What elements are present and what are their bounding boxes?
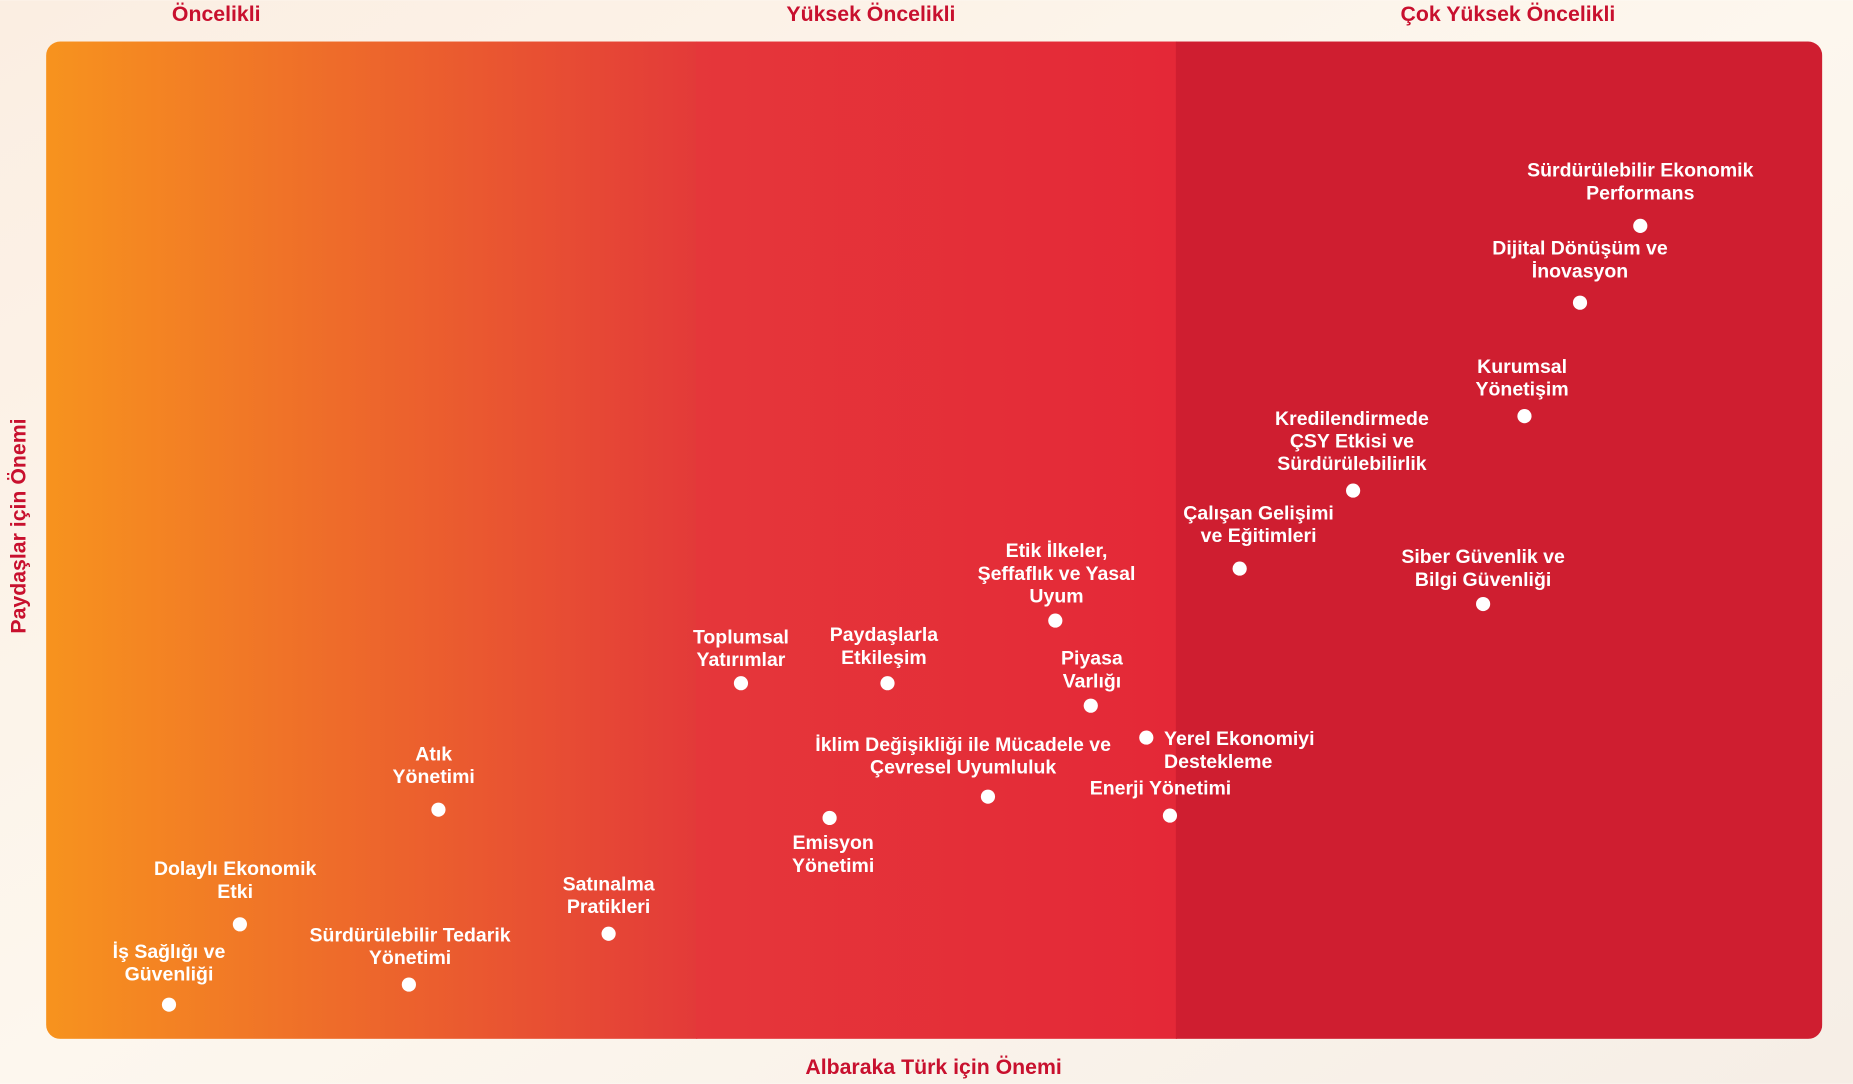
item-label: Sürdürülebilirlik: [1277, 453, 1427, 475]
item-label: Sürdürülebilir Tedarik: [310, 924, 511, 946]
item-label: Pratikleri: [567, 896, 650, 918]
item-label: İklim Değişikliği ile Mücadele ve: [815, 733, 1111, 756]
item-label: Dolaylı Ekonomik: [154, 858, 317, 880]
item-label: Güvenliği: [125, 964, 214, 986]
item-dot: [161, 997, 177, 1012]
item-label: Toplumsal: [693, 626, 789, 648]
item-dot: [1517, 409, 1532, 424]
item-label: ve Eğitimleri: [1201, 525, 1317, 547]
item-dot: [601, 926, 616, 941]
item-label: İnovasyon: [1532, 259, 1628, 282]
zone-low: [46, 41, 698, 1039]
item-label: Etki: [217, 881, 253, 903]
item-label: Atık: [415, 743, 452, 765]
item-label: Kurumsal: [1477, 356, 1567, 378]
item-label: Sürdürülebilir Ekonomik: [1527, 160, 1753, 182]
zone-mid: [696, 41, 1178, 1039]
x-axis-label: Albaraka Türk için Önemi: [805, 1054, 1061, 1079]
zone-high: [1175, 41, 1823, 1039]
zone-label: Öncelikli: [172, 1, 261, 26]
item-dot: [1139, 730, 1154, 745]
item-dot: [401, 977, 416, 992]
item-dot: [822, 810, 837, 826]
item-dot: [1232, 561, 1247, 576]
item-dot: [733, 676, 749, 691]
zone-label: Çok Yüksek Öncelikli: [1401, 1, 1616, 26]
item-label: Destekleme: [1164, 751, 1272, 773]
item-label: Siber Güvenlik ve: [1401, 546, 1565, 568]
item-label: Kredilendirmede: [1275, 408, 1429, 430]
item-label: Yatırımlar: [697, 649, 786, 671]
item-label: Dijital Dönüşüm ve: [1492, 238, 1668, 260]
item-label: Bilgi Güvenliği: [1415, 569, 1551, 591]
item-label: ÇSY Etkisi ve: [1290, 431, 1414, 453]
item-dot: [1633, 218, 1648, 233]
zone-label: Yüksek Öncelikli: [786, 1, 955, 26]
item-label: Enerji Yönetimi: [1090, 778, 1231, 800]
item-label: Performans: [1586, 182, 1694, 204]
item-label: Emisyon: [793, 832, 874, 854]
item-dot: [232, 917, 247, 932]
item-label: Etkileşim: [841, 647, 927, 669]
item-label: Şeffaflık ve Yasal: [978, 563, 1136, 585]
item-dot: [1346, 483, 1361, 498]
item-label: Varlığı: [1063, 670, 1121, 692]
item-label: Satınalma: [563, 873, 655, 895]
item-label: Çalışan Gelişimi: [1183, 502, 1334, 524]
item-dot: [1162, 808, 1178, 823]
item-dot: [431, 802, 446, 817]
y-axis-label: Paydaşlar için Önemi: [6, 418, 31, 633]
item-label: Çevresel Uyumluluk: [870, 757, 1056, 779]
item-dot: [880, 676, 895, 691]
item-label: Yönetimi: [369, 947, 451, 969]
item-label: Etik İlkeler,: [1006, 539, 1108, 562]
item-label: Uyum: [1029, 586, 1083, 608]
item-label: Yerel Ekonomiyi: [1164, 728, 1315, 750]
item-label: Yönetimi: [393, 766, 475, 788]
item-label: Yönetişim: [1476, 379, 1569, 401]
item-label: Piyasa: [1061, 648, 1123, 670]
item-dot: [1083, 698, 1098, 713]
item-dot: [1476, 596, 1491, 612]
item-dot: [980, 789, 996, 804]
item-dot: [1048, 613, 1063, 628]
plot-area: [46, 41, 1823, 1039]
item-label: Yönetimi: [792, 855, 874, 877]
item-dot: [1572, 295, 1588, 310]
item-label: İş Sağlığı ve: [113, 940, 226, 963]
item-label: Paydaşlarla: [830, 624, 938, 646]
